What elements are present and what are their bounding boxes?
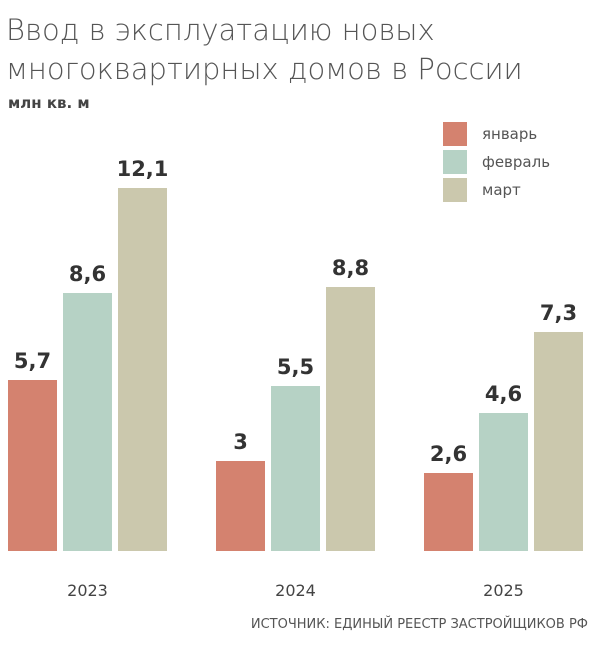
legend-swatch — [443, 122, 467, 146]
value-label: 5,5 — [277, 355, 314, 379]
value-label: 4,6 — [485, 382, 522, 406]
bar — [8, 380, 57, 551]
x-tick-label: 2023 — [67, 581, 108, 600]
value-label: 7,3 — [540, 301, 577, 325]
legend-swatch — [443, 178, 467, 202]
unit-label: млн кв. м — [8, 94, 90, 112]
x-tick-label: 2024 — [275, 581, 316, 600]
legend-label: март — [482, 181, 521, 199]
bar — [424, 473, 473, 551]
source: ИСТОЧНИК: ЕДИНЫЙ РЕЕСТР ЗАСТРОЙЩИКОВ РФ — [251, 616, 588, 632]
value-label: 3 — [233, 430, 248, 454]
bar — [326, 287, 375, 551]
value-label: 12,1 — [117, 157, 169, 181]
legend-swatch — [443, 150, 467, 174]
value-label: 5,7 — [14, 349, 51, 373]
legend-label: январь — [482, 125, 537, 143]
bar — [216, 461, 265, 551]
bar — [118, 188, 167, 551]
value-label: 8,6 — [69, 262, 106, 286]
legend-label: февраль — [482, 153, 550, 171]
value-label: 8,8 — [332, 256, 369, 280]
chart-title: многоквартирных домов в России — [6, 52, 523, 86]
bar — [479, 413, 528, 551]
chart-title: Ввод в эксплуатацию новых — [6, 13, 435, 47]
bar — [271, 386, 320, 551]
bar — [63, 293, 112, 551]
bar — [534, 332, 583, 551]
x-tick-label: 2025 — [483, 581, 524, 600]
value-label: 2,6 — [430, 442, 467, 466]
